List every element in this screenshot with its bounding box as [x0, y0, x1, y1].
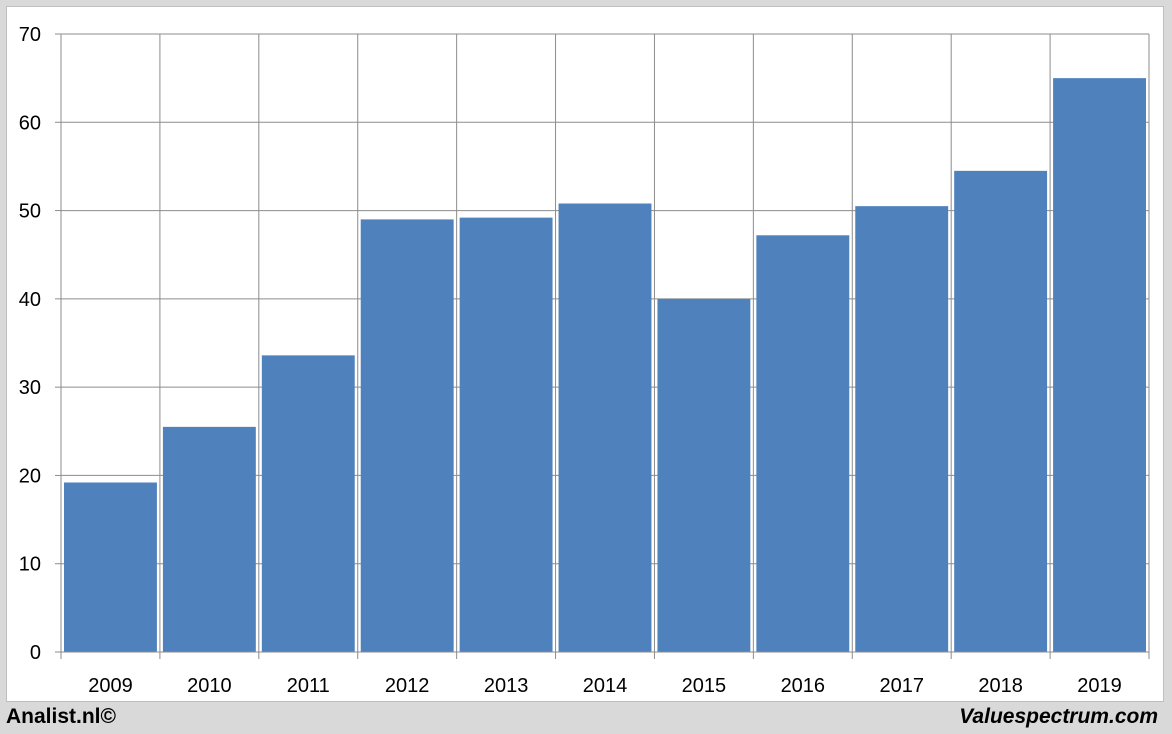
bar [657, 298, 751, 652]
x-tick-label: 2015 [682, 675, 727, 697]
y-tick-label: 0 [30, 642, 41, 664]
x-tick-label: 2011 [287, 675, 330, 697]
bar [1053, 78, 1146, 652]
bar [855, 206, 949, 652]
y-tick-label: 40 [19, 289, 41, 311]
x-tick-label: 2018 [978, 675, 1023, 697]
y-tick-label: 30 [19, 377, 41, 399]
bar [558, 203, 652, 652]
bar [261, 355, 355, 652]
y-tick-labels: 0 10 20 30 40 50 60 70 [19, 24, 41, 664]
x-tick-label: 2013 [484, 675, 529, 697]
x-tick-labels: 2009 2010 2011 2012 2013 2014 2015 2016 2017 2018… [88, 675, 1122, 697]
x-tick-label: 2014 [583, 675, 628, 697]
axes [55, 33, 1150, 659]
x-tick-label: 2009 [88, 675, 133, 697]
y-tick-label: 60 [19, 112, 41, 134]
x-tick-label: 2019 [1077, 675, 1122, 697]
bar [162, 426, 256, 652]
y-tick-label: 20 [19, 465, 41, 487]
bar [360, 219, 454, 652]
y-tick-label: 70 [19, 24, 41, 46]
y-tick-label: 10 [19, 554, 41, 576]
x-tick-label: 2017 [879, 675, 924, 697]
watermark-label: Valuespectrum.com [959, 705, 1158, 728]
source-label: Analist.nl© [6, 705, 116, 728]
bar [459, 217, 553, 653]
x-tick-label: 2016 [781, 675, 826, 697]
x-tick-label: 2010 [187, 675, 232, 697]
bar [64, 482, 157, 652]
x-tick-label: 2012 [385, 675, 430, 697]
bars [64, 78, 1146, 653]
bar [954, 170, 1048, 653]
y-tick-label: 50 [19, 201, 41, 223]
bar [756, 235, 850, 652]
